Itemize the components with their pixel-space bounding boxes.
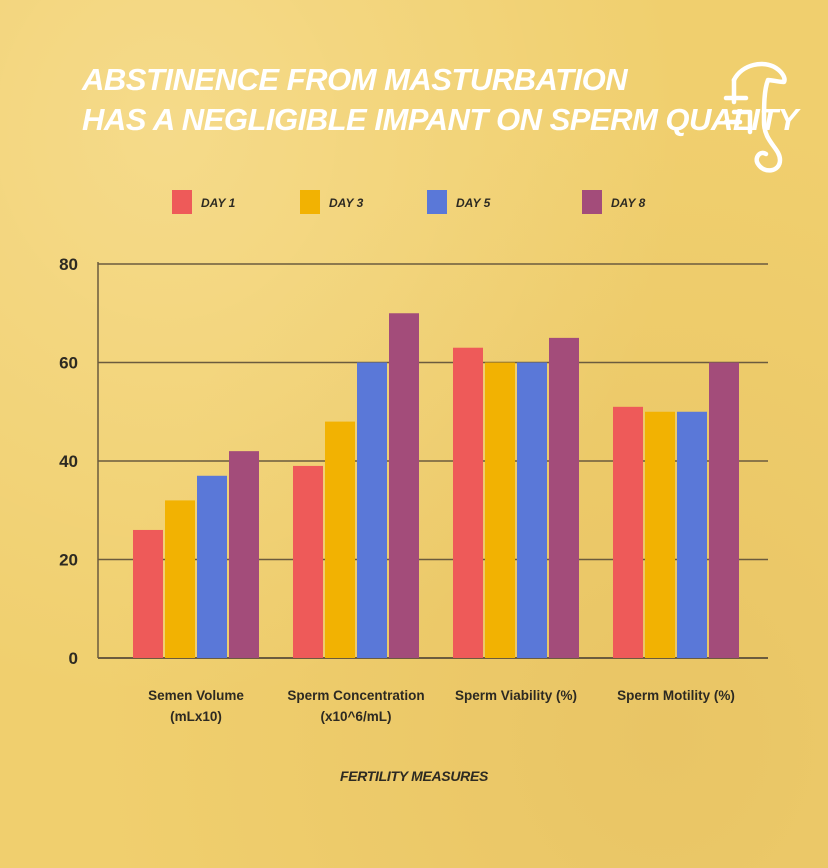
bar	[517, 362, 547, 658]
x-tick-label: Sperm Concentration (x10^6/mL)	[287, 688, 424, 724]
bar	[613, 406, 643, 658]
legend-swatch	[172, 190, 192, 214]
bar	[453, 347, 483, 658]
bar	[709, 362, 739, 658]
legend-label: DAY 5	[456, 196, 491, 210]
legend-label: DAY 8	[611, 196, 646, 210]
y-tick-label: 80	[59, 255, 78, 274]
x-axis-title: FERTILITY MEASURES	[339, 768, 489, 784]
y-tick-label: 0	[69, 649, 78, 668]
seahorse-logo-icon	[723, 61, 787, 173]
legend: DAY 1 DAY 3 DAY 5 DAY 8	[172, 190, 646, 214]
bar	[229, 451, 259, 658]
legend-swatch	[300, 190, 320, 214]
chart-title-line-1: ABSTINENCE FROM MASTURBATION	[82, 62, 628, 97]
bar	[197, 475, 227, 658]
x-axis-ticks: Semen Volume (mLx10) Sperm Concentration (x…	[148, 688, 735, 724]
bar	[645, 411, 675, 658]
bar	[357, 362, 387, 658]
bar	[293, 465, 323, 658]
y-tick-label: 20	[59, 551, 78, 570]
legend-swatch	[582, 190, 602, 214]
bar	[549, 337, 579, 658]
x-tick-label: Sperm Motility (%)	[617, 688, 735, 703]
x-tick-label: Semen Volume (mLx10)	[148, 688, 244, 724]
bars	[133, 313, 739, 658]
y-axis-ticks: 0 20 40 60 80	[59, 255, 78, 668]
bar	[389, 313, 419, 658]
bar	[485, 362, 515, 658]
bar	[165, 500, 195, 658]
legend-label: DAY 3	[329, 196, 364, 210]
legend-label: DAY 1	[201, 196, 236, 210]
y-tick-label: 60	[59, 354, 78, 373]
legend-swatch	[427, 190, 447, 214]
bar	[133, 529, 163, 658]
chart-title-line-2: HAS A NEGLIGIBLE IMPANT ON SPERM QUALITY	[82, 102, 798, 137]
bar	[325, 421, 355, 658]
y-tick-label: 40	[59, 452, 78, 471]
bar	[677, 411, 707, 658]
chart-title: ABSTINENCE FROM MASTURBATION HAS A NEGLI…	[82, 60, 798, 140]
x-tick-label: Sperm Viability (%)	[455, 688, 577, 703]
